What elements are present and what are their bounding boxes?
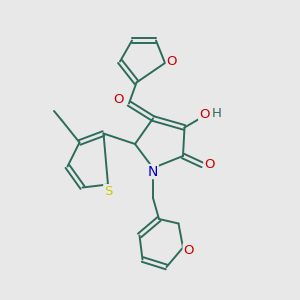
Text: O: O	[166, 55, 177, 68]
Text: N: N	[148, 165, 158, 178]
Text: O: O	[204, 158, 214, 172]
Text: O: O	[183, 244, 194, 257]
Text: O: O	[199, 108, 209, 121]
Text: S: S	[104, 184, 112, 198]
Text: H: H	[212, 107, 221, 120]
Text: O: O	[113, 93, 124, 106]
